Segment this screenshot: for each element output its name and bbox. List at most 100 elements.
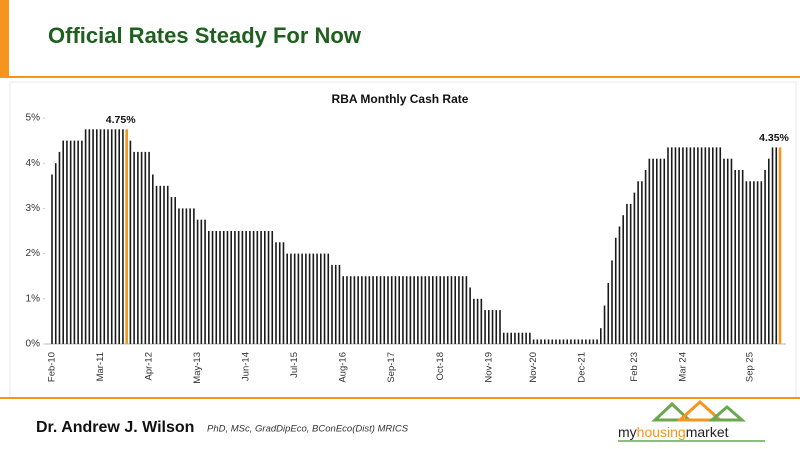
bar: [308, 253, 311, 344]
bar: [517, 332, 520, 344]
y-tick-label: 5%: [26, 113, 41, 124]
x-tick-label: Mar 24: [677, 352, 688, 382]
bar: [488, 310, 490, 344]
bar: [110, 129, 113, 344]
bar: [532, 339, 535, 344]
bar: [753, 181, 755, 344]
bar: [200, 219, 203, 344]
bar: [353, 276, 356, 344]
bar: [491, 310, 494, 344]
x-tick-label: Jun-14: [241, 352, 252, 381]
bar: [480, 298, 483, 344]
bar: [547, 339, 550, 344]
bar: [450, 276, 453, 344]
bar: [588, 339, 591, 344]
bar: [540, 339, 542, 344]
bar: [424, 276, 427, 344]
bar: [234, 231, 236, 344]
bar: [435, 276, 438, 344]
bar: [525, 332, 527, 344]
bar: [163, 185, 165, 344]
bar: [581, 339, 583, 344]
bar: [700, 147, 703, 344]
bar: [181, 208, 184, 344]
slide-title: Official Rates Steady For Now: [48, 23, 362, 48]
x-tick-label: Nov-19: [483, 352, 494, 383]
bar: [670, 147, 673, 344]
bar: [346, 276, 348, 344]
x-tick-label: Sep-17: [386, 352, 397, 383]
bar: [473, 298, 475, 344]
bar: [58, 151, 61, 344]
bar: [704, 147, 707, 344]
bar: [166, 185, 169, 344]
bar: [723, 158, 725, 344]
bar: [622, 215, 624, 344]
x-tick-label: Dec-21: [577, 352, 588, 383]
bar: [338, 264, 341, 344]
bar: [54, 163, 57, 344]
bar: [521, 332, 524, 344]
bar: [81, 140, 83, 344]
bar: [84, 129, 87, 344]
bar: [297, 253, 300, 344]
bar: [230, 231, 232, 344]
bar: [432, 276, 434, 344]
logo-market: market: [686, 424, 729, 440]
bar: [372, 276, 374, 344]
bar: [693, 147, 695, 344]
bar: [208, 231, 210, 344]
x-tick-label: Nov-20: [528, 352, 539, 383]
bar: [633, 192, 636, 344]
bar: [245, 231, 247, 344]
bar: [383, 276, 386, 344]
logo-house: [651, 401, 693, 422]
bar: [476, 298, 479, 344]
bar: [364, 276, 367, 344]
bar: [685, 147, 688, 344]
bar: [566, 339, 568, 344]
bar: [760, 181, 763, 344]
bar: [125, 129, 128, 344]
bar: [712, 147, 714, 344]
bar: [573, 339, 576, 344]
x-tick-label: Mar-11: [95, 352, 106, 381]
bar: [286, 253, 288, 344]
plot: 0% 1% 2% 3% 4% 5% Feb-10 Mar-11 4.75% Apr-12 May-1…: [26, 113, 790, 384]
footer-rule: [0, 397, 800, 399]
bar: [290, 253, 292, 344]
bar: [446, 276, 449, 344]
author: Dr. Andrew J. Wilson: [36, 419, 194, 436]
bar: [502, 332, 505, 344]
bar: [249, 231, 251, 344]
x-tick-label: Oct-18: [435, 352, 446, 381]
bar: [577, 339, 580, 344]
bar: [376, 276, 378, 344]
bar: [174, 197, 176, 344]
logo-house: [707, 405, 747, 422]
bar: [715, 147, 718, 344]
value-label: 4.75%: [106, 114, 136, 126]
value-label: 4.35%: [759, 132, 789, 144]
bar: [293, 253, 296, 344]
bar: [387, 276, 389, 344]
bar: [551, 339, 554, 344]
bar: [529, 332, 531, 344]
bar: [409, 276, 412, 344]
bar: [596, 339, 598, 344]
bar: [469, 287, 471, 344]
bar: [402, 276, 404, 344]
bar: [626, 203, 628, 344]
bar: [398, 276, 400, 344]
bar: [536, 339, 539, 344]
bar: [327, 253, 330, 344]
bar: [771, 147, 774, 344]
bar: [69, 140, 72, 344]
bar: [215, 231, 218, 344]
bar: [301, 253, 303, 344]
bar: [96, 129, 98, 344]
bar: [592, 339, 595, 344]
bar: [144, 151, 147, 344]
bar: [641, 181, 643, 344]
